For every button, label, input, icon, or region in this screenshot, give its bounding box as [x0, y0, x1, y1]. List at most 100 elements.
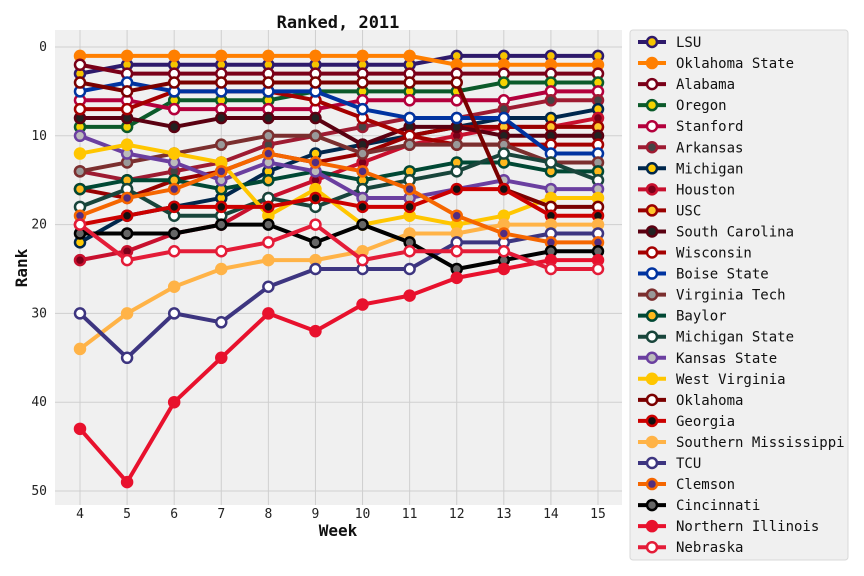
data-point: [215, 165, 228, 178]
data-point: [356, 49, 369, 63]
data-point: [309, 191, 322, 205]
legend-label: Southern Mississippi: [676, 435, 845, 451]
legend-marker: [645, 225, 659, 238]
x-tick-label: 7: [217, 507, 225, 522]
legend-item: Oklahoma State: [638, 56, 794, 72]
data-point: [262, 147, 275, 160]
legend-item: South Carolina: [638, 224, 794, 240]
series-line: [79, 151, 599, 218]
legend-label: Stanford: [676, 119, 743, 135]
data-point: [262, 200, 275, 214]
series-line: [80, 80, 598, 129]
data-point: [167, 147, 181, 160]
series-clemson: [73, 147, 605, 249]
series-nebraska: [73, 218, 605, 276]
data-point: [262, 236, 275, 249]
data-point: [73, 58, 87, 72]
legend-item: Houston: [638, 182, 735, 198]
legend-marker: [645, 456, 659, 470]
legend-marker: [645, 77, 659, 91]
legend-label: Oregon: [676, 98, 727, 114]
series-line: [78, 222, 598, 271]
data-point: [167, 49, 181, 63]
legend-item: Virginia Tech: [638, 288, 786, 304]
series-line: [79, 133, 598, 200]
y-tick-label: 10: [31, 129, 47, 144]
legend-item: Alabama: [638, 77, 735, 93]
data-point: [450, 94, 463, 107]
x-tick-label: 4: [76, 507, 84, 522]
data-point: [356, 76, 369, 89]
y-tick-label: 30: [31, 306, 47, 321]
legend-item: Michigan: [638, 161, 743, 177]
data-point: [262, 253, 275, 267]
data-point: [262, 111, 275, 125]
data-point: [450, 165, 463, 178]
data-point: [497, 227, 511, 240]
x-tick-label: 15: [590, 507, 606, 522]
data-point: [450, 209, 463, 222]
y-tick-label: 40: [31, 395, 47, 410]
legend-label: South Carolina: [676, 224, 794, 240]
legend-label: Oklahoma State: [676, 56, 794, 72]
legend-marker: [645, 288, 659, 301]
data-point: [309, 76, 322, 89]
data-point: [120, 191, 134, 205]
legend-marker: [645, 35, 659, 49]
data-point: [167, 120, 181, 134]
data-point: [215, 111, 228, 125]
data-point: [215, 49, 228, 63]
data-point: [120, 307, 134, 320]
data-point: [497, 111, 511, 125]
data-point: [403, 49, 416, 63]
series-cincinnati: [73, 218, 605, 276]
data-point: [167, 280, 181, 294]
legend-marker: [645, 540, 659, 554]
legend-marker: [645, 204, 659, 217]
series-alabama: [73, 58, 605, 80]
data-point: [403, 289, 416, 302]
data-point: [403, 138, 416, 151]
series-line: [78, 258, 598, 485]
series-line: [79, 124, 598, 200]
data-point: [73, 102, 87, 116]
data-point: [120, 351, 134, 365]
series-boise-state: [73, 76, 605, 160]
data-point: [73, 129, 87, 143]
legend-marker: [645, 477, 659, 491]
legend-label: Alabama: [676, 77, 735, 93]
data-point: [356, 165, 369, 178]
x-tick-label: 5: [123, 507, 131, 522]
data-point: [215, 316, 228, 329]
x-tick-label: 6: [170, 507, 178, 522]
legend-item: Oregon: [638, 98, 727, 114]
data-point: [215, 76, 228, 89]
legend-label: Arkansas: [676, 140, 743, 156]
legend-label: Georgia: [676, 414, 735, 430]
legend-label: Wisconsin: [676, 246, 752, 262]
data-point: [450, 271, 463, 285]
legend-item: Arkansas: [638, 140, 743, 156]
series-northern-illinois: [73, 253, 605, 489]
legend-label: Michigan State: [676, 330, 794, 346]
series-line: [79, 151, 598, 245]
y-tick-label: 0: [39, 40, 47, 55]
data-point: [73, 182, 87, 196]
x-tick-labels: 4 5 6 7 8 9 10 11 12 13 14 15: [76, 507, 606, 522]
data-point: [215, 244, 228, 258]
data-point: [215, 138, 228, 151]
data-point: [403, 200, 416, 214]
data-point: [450, 76, 463, 89]
legend-marker: [645, 372, 659, 386]
data-point: [450, 138, 463, 151]
legend-label: Virginia Tech: [676, 288, 786, 304]
legend-item: Clemson: [638, 477, 735, 493]
legend-marker: [645, 267, 659, 280]
x-tick-label: 10: [355, 507, 371, 522]
legend-item: Northern Illinois: [638, 519, 819, 535]
data-point: [73, 422, 87, 436]
data-point: [262, 173, 275, 187]
data-point: [309, 324, 322, 338]
legend-item: Southern Mississippi: [638, 435, 845, 451]
data-point: [309, 129, 322, 143]
